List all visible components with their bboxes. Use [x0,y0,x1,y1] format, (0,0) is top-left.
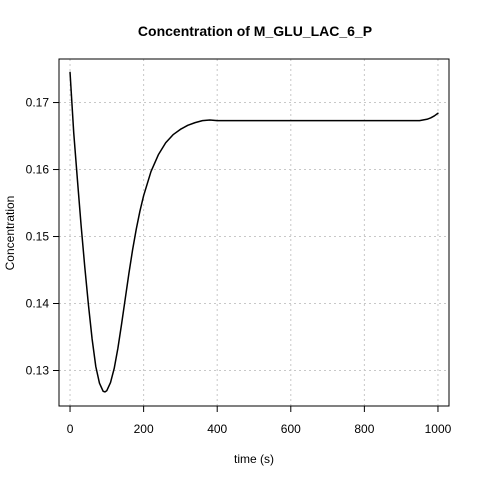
y-axis: 0.13 0.14 0.15 0.16 0.17 [26,96,60,377]
y-tick-label: 0.17 [26,96,50,110]
y-tick-label: 0.13 [26,363,50,377]
x-tick-label: 800 [354,422,374,436]
x-axis: 0 200 400 600 800 1000 [67,405,452,436]
x-axis-title: time (s) [234,452,274,466]
x-tick-label: 1000 [425,422,452,436]
y-tick-label: 0.16 [26,163,50,177]
y-tick-label: 0.14 [26,297,50,311]
x-tick-label: 0 [67,422,74,436]
x-tick-label: 400 [207,422,227,436]
x-tick-label: 600 [281,422,301,436]
x-tick-label: 200 [134,422,154,436]
y-tick-label: 0.15 [26,230,50,244]
chart-title: Concentration of M_GLU_LAC_6_P [138,23,372,39]
y-axis-title: Concentration [3,196,17,271]
series-line [69,71,439,393]
